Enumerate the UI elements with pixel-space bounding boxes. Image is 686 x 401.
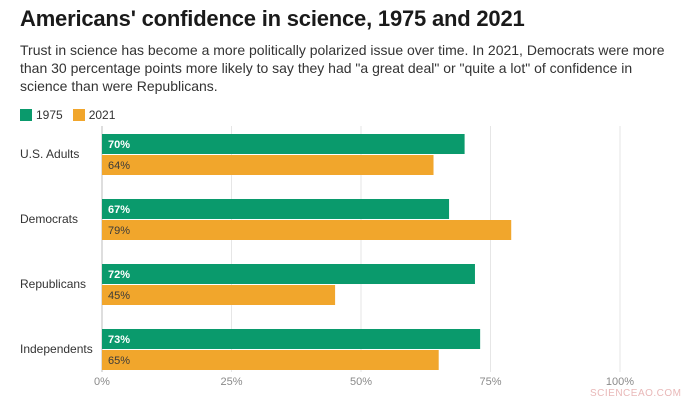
data-label-1975: 73%	[108, 334, 130, 346]
category-label: U.S. Adults	[20, 147, 79, 161]
category-label: Democrats	[20, 212, 78, 226]
legend-item-2021: 2021	[72, 108, 116, 122]
legend-swatch-2021	[72, 109, 85, 121]
x-tick-label: 75%	[479, 376, 501, 388]
data-label-2021: 79%	[108, 225, 130, 237]
legend-swatch-1975	[20, 109, 32, 121]
bar-1975	[102, 134, 465, 154]
legend-item-1975: 1975	[20, 108, 63, 122]
bar-1975	[102, 199, 450, 219]
chart-title: Americans' confidence in science, 1975 a…	[20, 6, 525, 31]
bar-1975	[102, 264, 475, 284]
x-tick-label: 50%	[350, 376, 372, 388]
data-label-1975: 70%	[108, 139, 130, 151]
bar-2021	[102, 350, 439, 370]
data-label-2021: 45%	[108, 290, 130, 302]
bar-1975	[102, 329, 481, 349]
chart-subtitle: Trust in science has become a more polit…	[20, 42, 665, 94]
category-label: Republicans	[20, 277, 86, 291]
bar-2021	[102, 155, 434, 175]
x-tick-label: 100%	[606, 376, 634, 388]
category-label: Independents	[20, 342, 93, 356]
legend-label-1975: 1975	[36, 108, 63, 122]
legend-label-2021: 2021	[88, 108, 116, 122]
bar-2021	[102, 285, 336, 305]
legend: 1975 2021	[20, 108, 125, 122]
bar-2021	[102, 220, 512, 240]
watermark: SCIENCEAO.COM	[590, 388, 682, 399]
x-tick-label: 25%	[220, 376, 242, 388]
x-tick-label: 0%	[94, 376, 110, 388]
data-label-1975: 67%	[108, 204, 130, 216]
data-label-2021: 65%	[108, 355, 130, 367]
data-label-1975: 72%	[108, 269, 130, 281]
data-label-2021: 64%	[108, 160, 130, 172]
